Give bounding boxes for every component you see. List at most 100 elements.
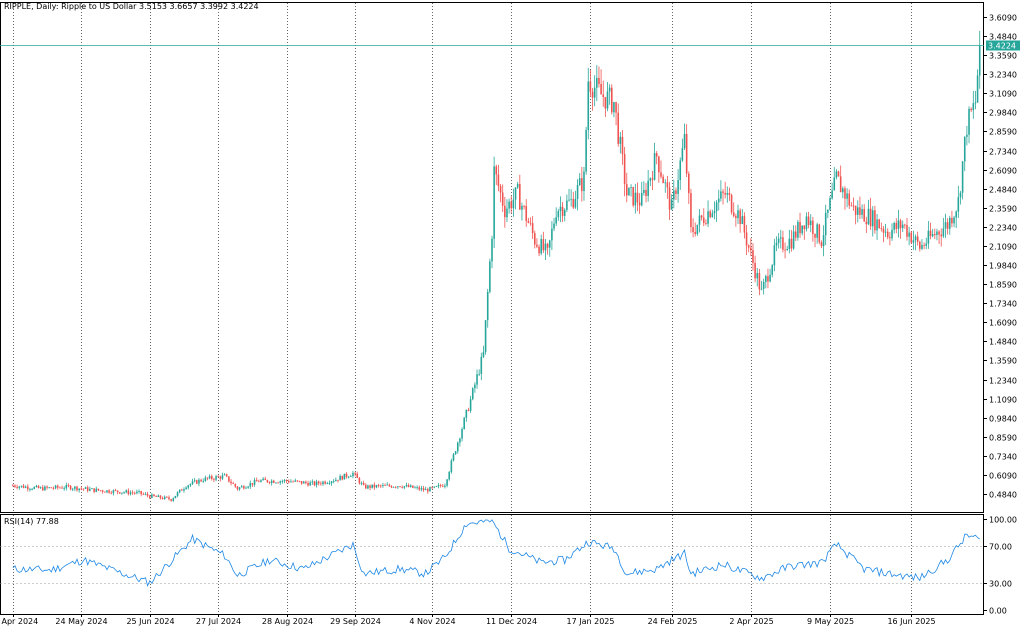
candle [386, 482, 388, 486]
candle [514, 187, 517, 210]
candle [341, 475, 344, 481]
candle [593, 75, 596, 107]
x-tick-label: 22 Apr 2024 [0, 617, 38, 626]
candle [166, 496, 168, 499]
candle [809, 214, 812, 233]
candle [373, 482, 376, 490]
candle [891, 223, 893, 241]
candle [752, 243, 754, 271]
candle [715, 200, 718, 222]
candle [364, 483, 367, 490]
candle [636, 182, 639, 212]
candle [829, 196, 831, 211]
candle [350, 474, 352, 477]
candle [12, 483, 14, 487]
candle [968, 106, 970, 144]
candle [264, 476, 267, 481]
candle [217, 475, 219, 478]
candle [591, 87, 594, 111]
candle [914, 234, 917, 251]
candle [632, 186, 634, 208]
candle [44, 485, 46, 491]
candle [140, 490, 142, 497]
chart-header: RIPPLE, Daily: Ripple to US Dollar 3.515… [4, 2, 259, 11]
candle [48, 487, 50, 489]
candle [435, 485, 438, 488]
candle [76, 485, 78, 492]
candle [553, 217, 555, 232]
candle [118, 491, 121, 494]
x-tick-label: 25 Jun 2024 [126, 617, 174, 626]
candle [337, 479, 339, 483]
candle [287, 479, 290, 484]
y-tick-label: 0.9840 [989, 415, 1017, 424]
candle [54, 484, 57, 490]
candle [429, 486, 431, 492]
candle [615, 101, 617, 126]
candle [803, 225, 806, 240]
y-tick-label: 2.8590 [989, 128, 1017, 137]
candle [296, 480, 299, 483]
candle [101, 489, 104, 494]
candle [95, 486, 98, 493]
candle [127, 488, 130, 496]
y-tick-label: 2.1090 [989, 243, 1017, 252]
candle [677, 169, 679, 203]
candle [726, 186, 729, 203]
candle [951, 210, 953, 228]
candle [161, 496, 164, 500]
candle [243, 484, 245, 490]
candle [805, 212, 808, 232]
candle [379, 484, 382, 489]
candle [427, 487, 429, 494]
candle [859, 196, 861, 220]
candle [210, 474, 213, 481]
candle [489, 258, 491, 294]
ohlc-values: 3.5153 3.6657 3.3992 3.4224 [139, 2, 259, 11]
candle [893, 221, 895, 234]
candle [978, 30, 981, 89]
rsi-header: RSI(14) 77.88 [4, 517, 59, 526]
candle [538, 244, 540, 257]
candle [760, 280, 763, 291]
candle [807, 211, 810, 229]
candle [685, 124, 688, 178]
candle [223, 473, 226, 476]
candle [869, 197, 872, 230]
candle [486, 288, 489, 328]
candle [215, 474, 217, 482]
candle [649, 177, 652, 187]
candle [630, 184, 632, 197]
candle [551, 221, 553, 251]
candle [343, 473, 346, 480]
y-tick-label: 2.7340 [989, 148, 1017, 157]
candle [874, 205, 876, 234]
candle [290, 479, 292, 483]
candle [775, 236, 778, 252]
candle [465, 409, 468, 422]
candle [463, 416, 465, 430]
candle [315, 479, 318, 488]
candle [266, 479, 269, 484]
candle [390, 485, 393, 489]
candle [482, 345, 485, 359]
y-tick-label: 0.8590 [989, 434, 1017, 443]
candle [285, 479, 288, 484]
candle [39, 486, 42, 489]
candle [433, 486, 436, 489]
candle [200, 478, 202, 483]
candle [174, 495, 177, 499]
candle [816, 222, 818, 244]
candle [399, 486, 401, 488]
candle [37, 485, 40, 489]
candle [420, 485, 423, 492]
candle [499, 184, 502, 203]
candle [80, 486, 83, 491]
candle [540, 234, 542, 256]
candle [230, 478, 232, 486]
candle [298, 480, 301, 483]
price-panel-frame [0, 2, 984, 513]
candle [572, 191, 575, 210]
candle [542, 231, 545, 254]
